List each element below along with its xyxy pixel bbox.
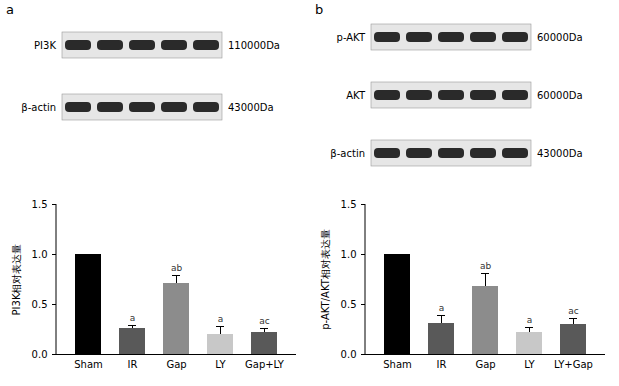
svg-text:0.5: 0.5 (341, 299, 357, 310)
svg-text:Gap+LY: Gap+LY (245, 359, 285, 370)
svg-text:IR: IR (128, 359, 138, 370)
svg-text:LY: LY (215, 359, 226, 370)
svg-text:ab: ab (171, 263, 183, 273)
svg-text:p-AKT: p-AKT (337, 32, 366, 43)
svg-text:a: a (527, 315, 533, 325)
svg-text:43000Da: 43000Da (228, 102, 274, 113)
svg-text:1.5: 1.5 (32, 199, 48, 210)
svg-text:1.5: 1.5 (341, 199, 357, 210)
svg-text:Gap: Gap (166, 359, 186, 370)
svg-text:Sham: Sham (383, 359, 412, 370)
svg-text:IR: IR (437, 359, 447, 370)
svg-text:1.0: 1.0 (32, 249, 48, 260)
svg-text:60000Da: 60000Da (537, 32, 583, 43)
svg-text:60000Da: 60000Da (537, 90, 583, 101)
svg-text:ac: ac (568, 306, 579, 316)
svg-text:β-actin: β-actin (330, 148, 365, 159)
svg-text:AKT: AKT (346, 90, 366, 101)
svg-text:PI3K相对表达量: PI3K相对表达量 (11, 244, 22, 316)
svg-text:β-actin: β-actin (21, 102, 56, 113)
svg-text:Sham: Sham (74, 359, 103, 370)
svg-text:ab: ab (480, 261, 492, 271)
svg-text:a: a (218, 314, 224, 324)
svg-text:0.0: 0.0 (341, 349, 357, 360)
svg-text:0.0: 0.0 (32, 349, 48, 360)
svg-text:0.5: 0.5 (32, 299, 48, 310)
svg-text:Gap: Gap (475, 359, 495, 370)
svg-text:p-AKT/AKT相对表达量: p-AKT/AKT相对表达量 (320, 229, 331, 330)
svg-text:LY+Gap: LY+Gap (554, 359, 593, 370)
svg-text:ac: ac (259, 316, 270, 326)
svg-text:a: a (439, 303, 445, 313)
svg-text:LY: LY (524, 359, 535, 370)
svg-text:b: b (315, 2, 323, 17)
svg-text:a: a (6, 2, 14, 17)
svg-text:1.0: 1.0 (341, 249, 357, 260)
svg-text:PI3K: PI3K (34, 40, 56, 51)
svg-text:a: a (130, 313, 136, 323)
svg-text:43000Da: 43000Da (537, 148, 583, 159)
svg-text:110000Da: 110000Da (228, 40, 280, 51)
